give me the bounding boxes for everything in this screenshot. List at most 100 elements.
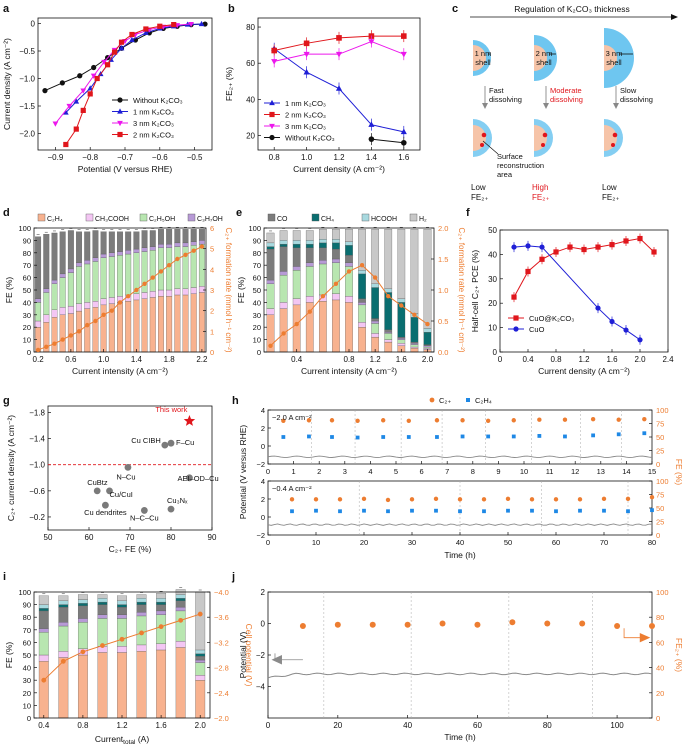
x-tick-label: 80 (543, 721, 552, 730)
rate-point (76, 329, 82, 334)
shell-label: 3 nm (606, 49, 623, 58)
bar-segment (166, 289, 173, 297)
x-tick-label: 1.6 (606, 355, 618, 364)
bar-segment (58, 625, 69, 652)
y-tick-label: 0 (656, 531, 660, 540)
c2-fe-point (457, 497, 463, 502)
bar-segment (84, 308, 91, 353)
c2h4-fe-point (410, 508, 414, 513)
bar-segment (136, 598, 147, 603)
bar-segment (305, 262, 314, 267)
legend-marker (513, 315, 519, 321)
bar-segment (266, 242, 275, 247)
y-tick-label: 90 (23, 236, 31, 245)
rate-point (307, 309, 312, 314)
bar-segment (305, 296, 314, 303)
legend-entry: H₂ (419, 216, 427, 223)
bar-segment (384, 339, 393, 343)
data-point (167, 505, 175, 513)
panel-label-j: j (231, 571, 235, 583)
cell-potential-point (60, 658, 66, 664)
bar-segment (108, 297, 115, 304)
bar-segment (136, 615, 147, 646)
y-tick-label: 60 (253, 274, 261, 283)
bar-segment (384, 229, 393, 289)
rate-point (117, 300, 123, 305)
bar-segment (59, 277, 66, 308)
bar-segment (175, 598, 186, 601)
data-point (77, 73, 83, 79)
y-axis-label: Potential (V versus RHE) (238, 425, 248, 520)
y-tick-label: 40 (23, 298, 31, 307)
y-tick-label: 20 (253, 323, 261, 332)
bar-segment (423, 328, 432, 333)
data-point (567, 244, 573, 250)
x-tick-label: 0 (266, 538, 270, 547)
x-tick-label: 10 (520, 467, 528, 476)
potential-trace (267, 672, 653, 679)
bar-segment (156, 610, 167, 615)
bar-segment (35, 236, 42, 299)
y-tick-label: 40 (488, 250, 497, 259)
data-point (63, 141, 69, 148)
bar-segment (371, 283, 380, 288)
data-point (303, 40, 310, 47)
bar-segment (156, 593, 167, 599)
bar-segment (35, 320, 42, 328)
bar-segment (198, 243, 205, 287)
x-tick-label: 70 (126, 533, 135, 542)
process-label: Fast (489, 86, 505, 95)
bar-segment (266, 248, 275, 281)
panel-label-c: c (452, 3, 458, 15)
data-point (581, 246, 587, 253)
data-point (401, 139, 407, 146)
x-tick-label: 0.8 (269, 153, 281, 162)
x-tick-label: −0.5 (187, 153, 203, 162)
bar-segment (318, 242, 327, 248)
y-tick-label: −1.4 (29, 435, 45, 444)
bar-segment (345, 241, 353, 246)
x-tick-label: 1.2 (370, 355, 382, 364)
bar-segment (158, 289, 164, 297)
c2h4-fe-point (563, 434, 567, 439)
x-tick-label: 0.4 (291, 355, 303, 364)
c2-fe-point (616, 417, 621, 422)
x-tick-label: 2.4 (662, 355, 674, 364)
data-point (368, 136, 375, 142)
shell-label: 1 nm (475, 49, 492, 58)
data-point (73, 126, 79, 132)
x-tick-label: 100 (610, 721, 624, 730)
bar-segment (358, 298, 366, 303)
y-tick-label: 4 (210, 265, 214, 274)
bar-segment (43, 314, 50, 323)
bar-segment (51, 279, 58, 284)
schematic-arrow-head (671, 14, 678, 20)
x-tick-label: 60 (552, 538, 560, 547)
y-tick-label: −2.8 (214, 664, 229, 673)
x-tick-label: 2.0 (422, 355, 434, 364)
bar-segment (67, 268, 74, 273)
y-tick-label: 40 (246, 95, 255, 104)
bar-segment (305, 247, 314, 263)
y-tick-label: 70 (23, 261, 31, 270)
bar-segment (397, 343, 406, 346)
rate-point (166, 263, 172, 268)
data-point (511, 244, 517, 250)
rate-point (294, 321, 299, 327)
bar-segment (108, 256, 115, 298)
data-point (525, 243, 531, 249)
bar-segment (77, 654, 88, 719)
bar-segment (410, 344, 419, 348)
c2-fe-point (511, 418, 516, 423)
y-tick-label: 5 (210, 245, 214, 254)
y-axis-label: FE (%) (236, 277, 246, 304)
x-tick-label: 1.8 (164, 355, 176, 364)
rate-point (372, 275, 378, 280)
bar-segment (397, 298, 406, 303)
y-tick-label: 70 (253, 261, 261, 270)
x-tick-label: 2.0 (195, 721, 207, 730)
point-label: Cu₃Nₓ (167, 496, 188, 505)
data-point (161, 441, 169, 449)
c2-fe-point (649, 623, 655, 630)
